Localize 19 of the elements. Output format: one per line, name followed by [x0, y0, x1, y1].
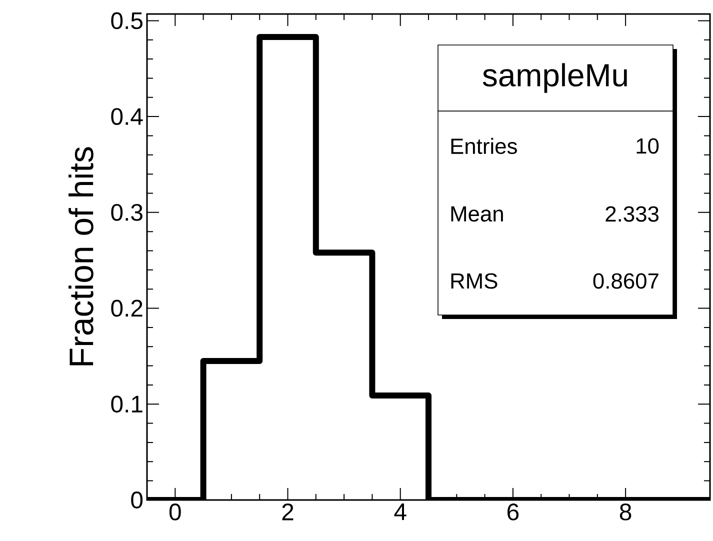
y-tick-label: 0.2: [111, 300, 142, 317]
x-tick-label: 2: [282, 504, 294, 520]
annotation: 2.333: [606, 206, 659, 222]
annotation: Mean: [451, 206, 503, 222]
x-tick-label: 0: [169, 504, 181, 520]
annotation: RMS: [451, 273, 498, 289]
y-tick-label: 0.4: [111, 108, 143, 126]
annotation: 10: [636, 138, 659, 154]
annotation: 0.8607: [593, 273, 658, 289]
x-tick-label: 4: [394, 504, 406, 520]
annotation: sampleMu: [482, 63, 627, 93]
y-tick-label: 0.3: [111, 204, 142, 221]
x-tick-label: 8: [620, 504, 632, 520]
annotation: Entries: [451, 138, 517, 154]
y-tick-label: 0.5: [111, 12, 142, 30]
x-tick-label: 6: [508, 504, 519, 520]
y-tick-label: 0: [131, 492, 143, 508]
y-axis-title: Fraction of hits: [68, 147, 94, 366]
y-tick-label: 0.1: [111, 396, 142, 413]
